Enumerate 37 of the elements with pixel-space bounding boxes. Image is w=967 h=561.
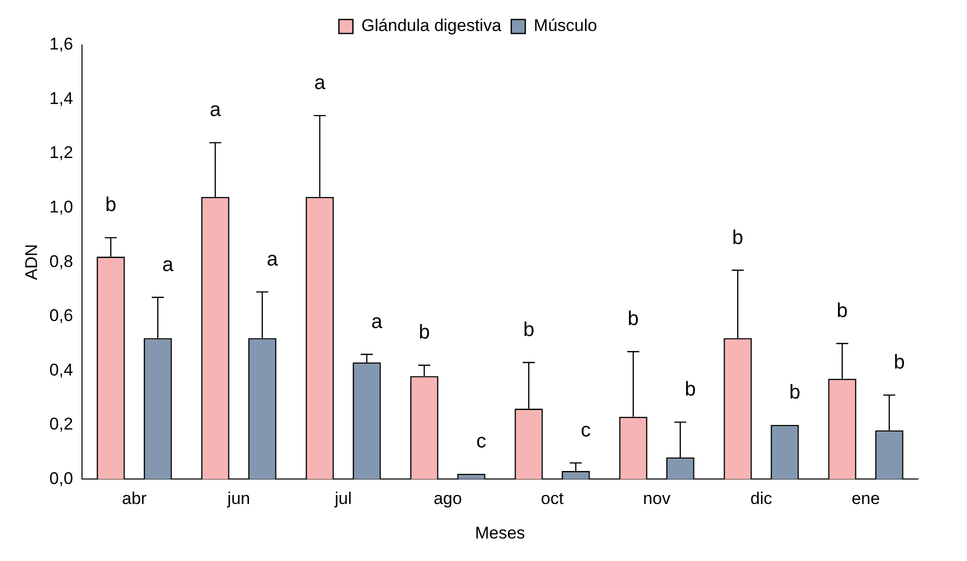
x-tick-label: jul bbox=[334, 489, 352, 508]
annotation: b bbox=[732, 226, 744, 249]
annotation: b bbox=[894, 352, 905, 374]
legend-label: Músculo bbox=[534, 16, 598, 36]
annotation: c bbox=[476, 430, 486, 452]
annotation: a bbox=[210, 99, 222, 122]
x-tick-label: jun bbox=[226, 489, 250, 508]
y-tick-label: 0,2 bbox=[49, 414, 74, 434]
annotation: b bbox=[523, 319, 534, 342]
annotation: a bbox=[162, 254, 174, 276]
y-tick-label: 0,8 bbox=[49, 252, 74, 271]
y-tick-label: 1,2 bbox=[49, 143, 74, 162]
annotation: a bbox=[266, 248, 279, 270]
x-tick-label: dic bbox=[750, 489, 773, 508]
x-tick-label: oct bbox=[540, 489, 564, 508]
y-tick-label: 1,6 bbox=[49, 34, 74, 54]
annotation: b bbox=[789, 381, 800, 404]
y-tick-label: 0,6 bbox=[49, 306, 74, 326]
annotation: b bbox=[684, 378, 696, 401]
annotation: b bbox=[836, 300, 848, 322]
y-tick-label: 1,4 bbox=[49, 88, 74, 108]
y-tick-label: 1,0 bbox=[49, 198, 74, 217]
x-tick-label: abr bbox=[122, 489, 147, 508]
annotation: a bbox=[314, 72, 326, 94]
y-tick-label: 0,4 bbox=[49, 360, 74, 380]
annotation: c bbox=[580, 419, 591, 442]
y-tick-label: 0,0 bbox=[49, 468, 74, 488]
annotation: a bbox=[371, 310, 384, 333]
annotation: b bbox=[105, 194, 116, 216]
x-tick-label: ago bbox=[434, 489, 462, 508]
x-tick-label: ene bbox=[852, 489, 880, 508]
y-axis-title: ADN bbox=[22, 244, 41, 280]
annotation: b bbox=[628, 308, 639, 330]
x-axis-title: Meses bbox=[474, 523, 526, 542]
annotation: b bbox=[418, 322, 430, 344]
legend-label: Glándula digestiva bbox=[361, 16, 502, 36]
x-tick-label: nov bbox=[643, 489, 671, 508]
